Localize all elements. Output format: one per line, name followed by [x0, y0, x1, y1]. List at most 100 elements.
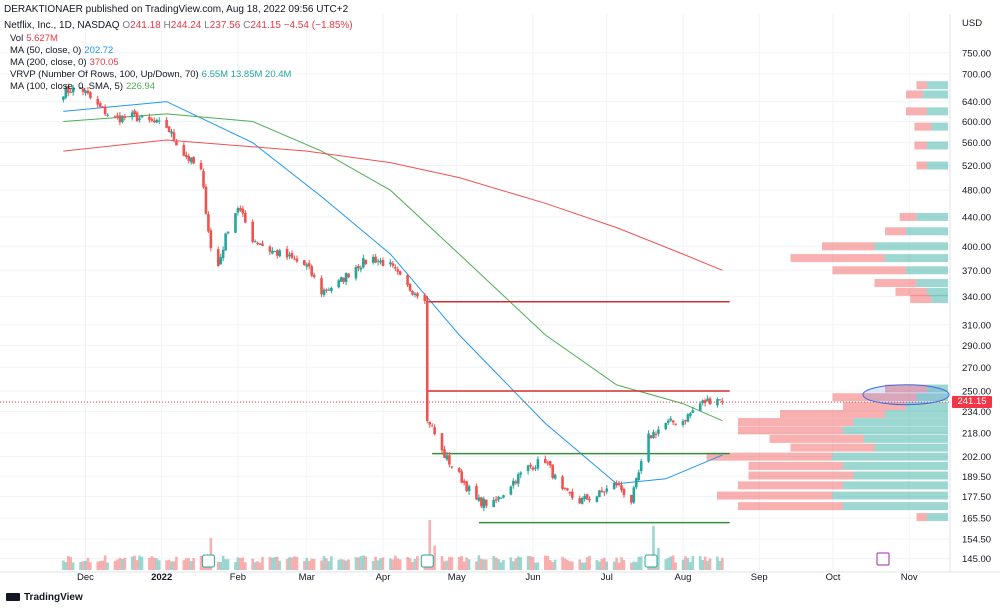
legend-vrvp[interactable]: VRVP (Number Of Rows, 100, Up/Down, 70) 6… — [10, 69, 291, 80]
volume-bar — [66, 555, 70, 570]
candle-body — [207, 214, 210, 232]
legend-ma100[interactable]: MA (100, close, 0, SMA, 5) 226.94 — [10, 81, 155, 92]
volume-bar — [416, 556, 419, 570]
profile-bar-up — [874, 443, 948, 452]
candle-body — [684, 419, 687, 422]
volume-bar — [671, 555, 675, 570]
candle-body — [103, 106, 107, 115]
legend-vol[interactable]: Vol 5.627M — [10, 33, 58, 44]
profile-bar-up — [853, 471, 948, 480]
profile-bar-up — [927, 161, 948, 170]
profile-bar-down — [738, 502, 843, 511]
candle-body — [121, 116, 124, 123]
volume-bar — [578, 559, 582, 570]
symbol-name: Netflix, Inc., 1D, NASDAQ — [4, 20, 120, 31]
volume-bar — [516, 556, 520, 570]
close-label: C — [243, 20, 251, 31]
profile-bar-up — [843, 481, 948, 490]
candle-body — [393, 267, 397, 269]
volume-bar — [497, 559, 500, 570]
volume-bar — [652, 525, 655, 570]
candle-body — [553, 474, 557, 479]
volume-bar — [226, 559, 230, 570]
volume-bar — [62, 560, 65, 570]
candle-body — [657, 429, 660, 434]
candle-body — [617, 484, 621, 486]
candle-body — [721, 401, 724, 403]
candle-body — [295, 258, 299, 262]
candle-body — [138, 118, 141, 120]
legend-value: 226.94 — [126, 81, 156, 92]
candle-body — [583, 495, 586, 500]
candle-body — [425, 300, 429, 421]
volume-bar — [529, 556, 532, 570]
candle-body — [561, 476, 564, 489]
volume-bar — [674, 562, 677, 570]
candle-body — [239, 208, 242, 211]
candle-body — [344, 272, 348, 282]
profile-bar-down — [885, 384, 927, 393]
annotations[interactable] — [0, 384, 950, 568]
close-value: 241.15 — [250, 20, 281, 31]
candle-body — [512, 480, 515, 486]
candle-body — [654, 433, 658, 435]
candle-body — [258, 243, 262, 245]
tradingview-logo[interactable]: TradingView — [6, 592, 83, 603]
volume-bar — [192, 558, 195, 570]
candle-body — [598, 490, 601, 498]
volume-bar — [79, 562, 82, 570]
profile-bar-down — [790, 254, 885, 263]
candle-body — [268, 246, 272, 252]
volume-bar — [708, 558, 712, 570]
y-tick-label: 270.00 — [962, 363, 991, 374]
candle-body — [396, 269, 400, 272]
volume-bar — [153, 557, 156, 570]
volume-bar — [691, 555, 695, 570]
candle-body — [209, 230, 213, 249]
volume-bar — [563, 558, 567, 570]
candle-body — [389, 262, 392, 265]
volume-bar — [303, 561, 306, 570]
candle-body — [322, 289, 326, 296]
candle-body — [172, 132, 176, 140]
low-value: 237.56 — [209, 20, 241, 31]
volume-bar — [448, 556, 451, 570]
volume-bar — [374, 556, 377, 570]
profile-bar-up — [843, 502, 948, 511]
volume-bar — [531, 556, 535, 570]
profile-bar-up — [843, 461, 948, 470]
volume-bar — [681, 559, 685, 570]
candle-body — [457, 468, 461, 472]
profile-bar-down — [738, 418, 854, 427]
volume-bar — [721, 557, 724, 570]
legend-ma200[interactable]: MA (200, close, 0) 370.05 — [10, 57, 119, 68]
candle-body — [101, 106, 104, 108]
horizontal-levels[interactable] — [426, 296, 730, 524]
volume-bar — [669, 556, 673, 570]
volume-bar — [657, 547, 660, 570]
candle-body — [423, 294, 427, 301]
volume-bar — [273, 557, 277, 570]
volume-bar — [221, 555, 225, 570]
candle-body — [408, 283, 412, 291]
candle-body — [499, 497, 503, 499]
candle-body — [477, 497, 481, 501]
legend-ma50[interactable]: MA (50, close, 0) 202.72 — [10, 45, 113, 56]
candle-body — [467, 486, 471, 492]
volume-bar — [71, 562, 75, 570]
profile-bar-down — [748, 461, 843, 470]
currency-label: USD — [962, 18, 983, 29]
profile-bar-down — [914, 141, 927, 150]
candle-body — [460, 471, 463, 483]
candle-body — [440, 433, 444, 451]
volume-bar — [268, 556, 272, 570]
volume-bar — [686, 557, 690, 570]
candle-body — [86, 90, 90, 94]
volume-bar — [172, 561, 176, 570]
volume-bar — [118, 557, 122, 570]
candle-body — [330, 287, 333, 292]
ma200-line — [63, 139, 723, 271]
candle-body — [536, 459, 540, 469]
grid — [0, 14, 950, 572]
